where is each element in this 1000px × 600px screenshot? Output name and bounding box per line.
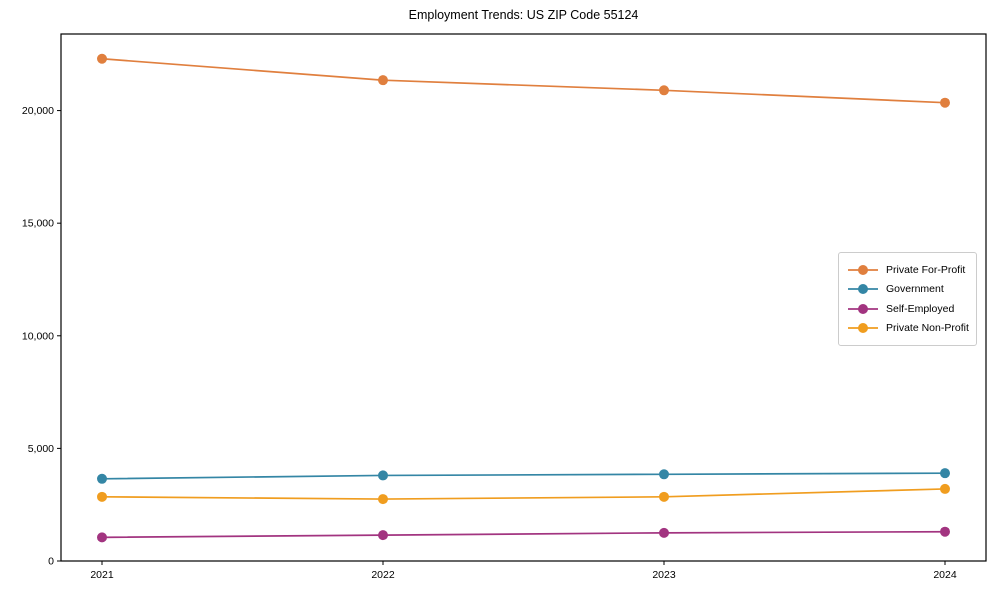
series-line-private-non-profit bbox=[101, 488, 946, 500]
x-tick-label: 2024 bbox=[933, 569, 957, 581]
series-line-government bbox=[101, 472, 946, 480]
x-tick-label: 2023 bbox=[652, 569, 676, 581]
marker-self-employed-2024 bbox=[940, 526, 950, 537]
plot-frame bbox=[60, 33, 987, 562]
legend-item-private-for-profit: Private For-Profit bbox=[848, 260, 967, 280]
marker-government-2021 bbox=[97, 473, 107, 484]
y-tick-label: 15,000 bbox=[22, 218, 54, 230]
marker-government-2023 bbox=[659, 469, 669, 480]
legend-label: Self-Employed bbox=[886, 302, 955, 315]
legend-item-self-employed: Self-Employed bbox=[848, 299, 967, 319]
legend-marker-icon bbox=[848, 323, 878, 334]
legend-item-private-non-profit: Private Non-Profit bbox=[848, 319, 969, 339]
legend-marker-icon bbox=[848, 284, 878, 295]
marker-private-for-profit-2021 bbox=[97, 53, 107, 64]
y-tick-label: 10,000 bbox=[22, 330, 54, 342]
marker-self-employed-2021 bbox=[97, 532, 107, 543]
legend-label: Government bbox=[886, 283, 944, 296]
marker-private-non-profit-2022 bbox=[378, 494, 388, 505]
marker-private-non-profit-2023 bbox=[659, 491, 669, 502]
series-line-private-for-profit bbox=[101, 57, 946, 104]
marker-government-2022 bbox=[378, 470, 388, 481]
x-tick-label: 2021 bbox=[90, 569, 114, 581]
series-line-self-employed bbox=[101, 530, 946, 539]
legend-marker-icon bbox=[848, 303, 878, 314]
legend-marker-icon bbox=[848, 264, 878, 275]
y-tick-label: 20,000 bbox=[22, 105, 54, 117]
y-tick-label: 5,000 bbox=[28, 443, 54, 455]
marker-private-non-profit-2024 bbox=[940, 483, 950, 494]
legend-label: Private Non-Profit bbox=[886, 322, 969, 335]
chart-title: Employment Trends: US ZIP Code 55124 bbox=[408, 8, 639, 22]
marker-self-employed-2022 bbox=[378, 530, 388, 541]
marker-private-for-profit-2022 bbox=[378, 75, 388, 86]
x-tick-label: 2022 bbox=[371, 569, 395, 581]
marker-private-for-profit-2024 bbox=[940, 97, 950, 108]
marker-private-for-profit-2023 bbox=[659, 85, 669, 96]
marker-government-2024 bbox=[940, 468, 950, 479]
legend-item-government: Government bbox=[848, 280, 967, 300]
marker-private-non-profit-2021 bbox=[97, 491, 107, 502]
marker-self-employed-2023 bbox=[659, 527, 669, 538]
legend-label: Private For-Profit bbox=[886, 263, 966, 276]
y-tick-label: 0 bbox=[48, 556, 54, 568]
legend: Private For-Profit Government Self-Employe… bbox=[838, 252, 977, 346]
